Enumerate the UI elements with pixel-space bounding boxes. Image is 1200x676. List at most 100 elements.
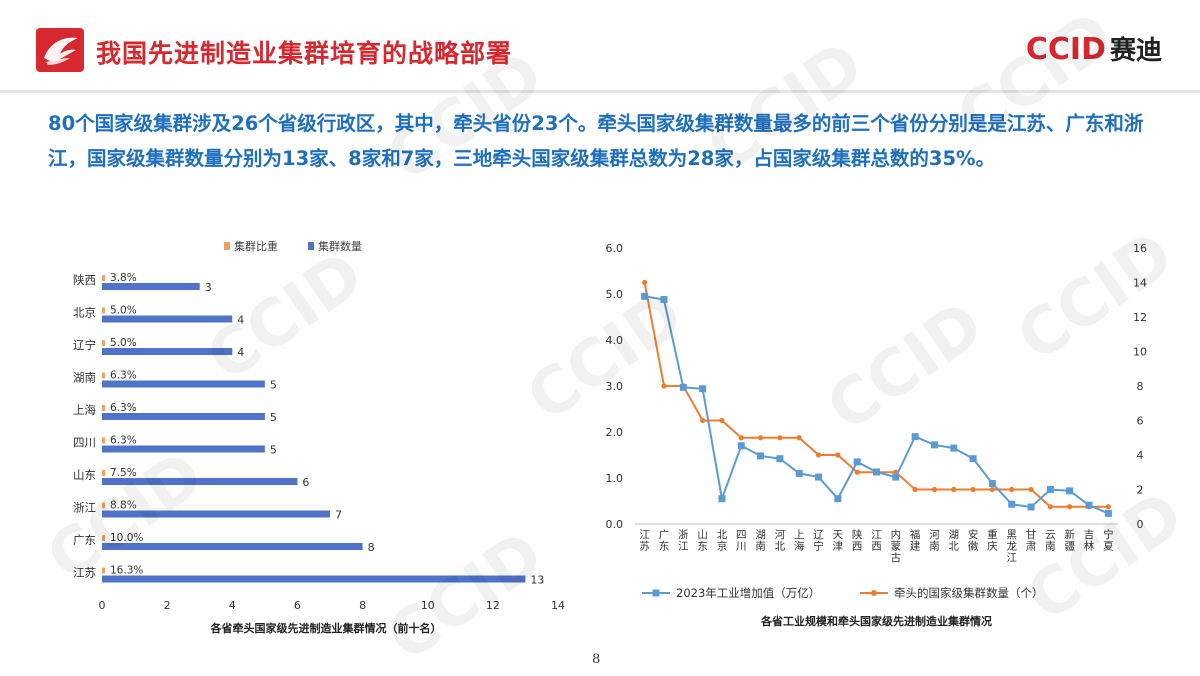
industry-point bbox=[853, 458, 861, 466]
industry-point bbox=[757, 452, 765, 460]
industry-point bbox=[718, 495, 726, 503]
left-y-tick-label: 6.0 bbox=[606, 242, 624, 255]
share-label: 3.8% bbox=[110, 272, 137, 284]
industry-point bbox=[873, 468, 880, 476]
cluster-point bbox=[989, 486, 996, 493]
category-label: 河北 bbox=[775, 529, 786, 553]
industry-point bbox=[1066, 487, 1074, 495]
industry-point bbox=[737, 442, 745, 450]
count-bar bbox=[102, 283, 200, 290]
legend-label-share: 集群比重 bbox=[234, 239, 278, 253]
count-label: 4 bbox=[237, 346, 244, 359]
cluster-point bbox=[1067, 504, 1073, 510]
industry-point bbox=[641, 292, 649, 300]
category-label: 浙江 bbox=[73, 501, 96, 515]
category-label: 湖南 bbox=[73, 371, 96, 385]
cluster-point bbox=[951, 486, 957, 493]
cluster-point bbox=[1047, 504, 1053, 510]
count-label: 13 bbox=[530, 574, 544, 587]
industry-point bbox=[1046, 486, 1054, 493]
industry-point bbox=[930, 441, 938, 449]
share-label: 5.0% bbox=[110, 305, 137, 317]
industry-point bbox=[1104, 509, 1112, 517]
summary-text: 80个国家级集群涉及26个省级行政区，其中，牵头省份23个。牵头国家级集群数量最… bbox=[48, 112, 1144, 170]
category-label: 广东 bbox=[659, 529, 670, 553]
left-y-tick-label: 3.0 bbox=[606, 380, 624, 393]
category-label: 江苏 bbox=[639, 529, 650, 553]
ccid-brand-logo: CCID 赛迪 bbox=[1026, 30, 1162, 67]
ccid-bird-logo-icon bbox=[36, 28, 84, 72]
legend-marker-clusters bbox=[871, 590, 877, 596]
share-label: 10.0% bbox=[110, 532, 143, 544]
right-y-tick-label: 14 bbox=[1133, 277, 1147, 290]
category-label: 陕西 bbox=[852, 528, 863, 553]
page-number: 8 bbox=[592, 652, 601, 667]
legend-marker-industry bbox=[652, 589, 660, 597]
count-label: 6 bbox=[302, 476, 309, 489]
category-label: 四川 bbox=[736, 529, 747, 553]
category-label: 江苏 bbox=[73, 566, 96, 580]
share-bar bbox=[102, 502, 105, 509]
brand-cn: 赛迪 bbox=[1109, 36, 1162, 66]
industry-point bbox=[699, 385, 707, 393]
cluster-point bbox=[642, 279, 648, 286]
count-label: 3 bbox=[205, 281, 212, 294]
cluster-point bbox=[777, 435, 783, 441]
right-y-tick-label: 12 bbox=[1133, 311, 1147, 324]
category-label: 宁夏 bbox=[1103, 528, 1114, 553]
industry-point bbox=[795, 469, 803, 477]
industry-point bbox=[1027, 503, 1035, 511]
share-label: 6.3% bbox=[110, 402, 137, 414]
cluster-point bbox=[1028, 486, 1034, 493]
right-y-tick-label: 10 bbox=[1133, 346, 1147, 359]
share-label: 5.0% bbox=[110, 337, 137, 349]
left-y-tick-label: 0.0 bbox=[606, 518, 624, 531]
cluster-point bbox=[815, 452, 822, 458]
industry-point bbox=[660, 296, 668, 304]
share-bar bbox=[102, 405, 105, 411]
cluster-point bbox=[931, 486, 938, 493]
cluster-point bbox=[912, 486, 918, 493]
count-bar bbox=[102, 510, 330, 518]
x-tick-label: 12 bbox=[486, 599, 500, 612]
x-tick-label: 4 bbox=[229, 599, 236, 612]
category-label: 北京 bbox=[717, 529, 728, 553]
right-y-tick-label: 8 bbox=[1137, 380, 1144, 393]
category-label: 广东 bbox=[73, 533, 96, 547]
chart-title: 各省牵头国家级先进制造业集群情况（前十名） bbox=[210, 621, 442, 635]
count-bar bbox=[102, 380, 265, 388]
right-y-tick-label: 2 bbox=[1137, 484, 1144, 497]
count-bar bbox=[102, 413, 265, 420]
left-y-tick-label: 5.0 bbox=[606, 288, 624, 301]
industry-point bbox=[679, 383, 687, 391]
category-label: 浙江 bbox=[678, 529, 689, 553]
category-label: 四川 bbox=[73, 436, 96, 450]
share-label: 7.5% bbox=[110, 467, 137, 479]
category-label: 甘肃 bbox=[1026, 528, 1037, 553]
category-label: 黑龙江 bbox=[1006, 529, 1017, 564]
industry-point bbox=[1008, 500, 1016, 508]
line-chart-industry-scale: 0.0 1.0 2.0 3.0 4.0 5.0 6.0 0 2 4 6 8 10 12 14 16 江苏广东浙江… bbox=[606, 242, 1148, 628]
cluster-point bbox=[796, 435, 802, 441]
right-y-tick-label: 4 bbox=[1137, 449, 1144, 462]
category-label: 吉林 bbox=[1084, 529, 1095, 553]
x-tick-label: 6 bbox=[294, 599, 301, 612]
share-label: 6.3% bbox=[110, 370, 137, 382]
cluster-point bbox=[738, 435, 744, 441]
x-tick-label: 8 bbox=[359, 599, 366, 612]
share-bar bbox=[102, 535, 105, 541]
legend-label-industry: 2023年工业增加值（万亿） bbox=[676, 586, 820, 600]
category-label: 辽宁 bbox=[73, 338, 96, 352]
category-label: 新疆 bbox=[1064, 528, 1075, 553]
count-label: 5 bbox=[270, 411, 277, 424]
category-label: 重庆 bbox=[987, 528, 998, 553]
count-label: 7 bbox=[335, 509, 342, 522]
legend-swatch-count bbox=[308, 242, 314, 250]
share-bar bbox=[102, 372, 105, 379]
category-label: 山东 bbox=[697, 529, 708, 553]
category-label: 江西 bbox=[871, 529, 882, 553]
cluster-point bbox=[854, 469, 860, 475]
share-bar bbox=[102, 470, 105, 476]
share-label: 16.3% bbox=[110, 565, 143, 577]
category-label: 北京 bbox=[73, 306, 96, 320]
